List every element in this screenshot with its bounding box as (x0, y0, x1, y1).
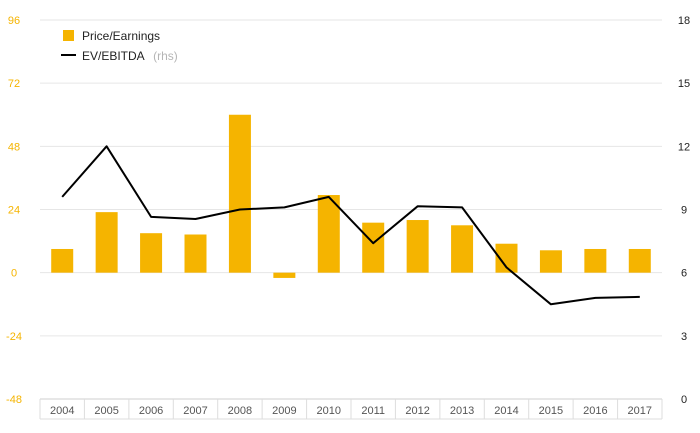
bar-series-price-earnings (51, 114, 651, 278)
right-axis: 18 15 12 9 6 3 0 (678, 15, 690, 406)
line-series-ev-ebitda (61, 145, 640, 306)
right-tick-label: 0 (681, 394, 687, 406)
bar (628, 248, 651, 273)
bar (495, 243, 518, 273)
legend-swatch-bar (63, 30, 74, 41)
x-tick-label: 2005 (94, 405, 118, 417)
bar (228, 114, 251, 273)
bar (273, 272, 296, 278)
x-tick-label: 2017 (628, 405, 652, 417)
right-tick-label: 6 (681, 268, 687, 280)
x-tick-label: 2014 (494, 405, 518, 417)
left-tick-label: 96 (8, 15, 20, 27)
x-tick-label: 2012 (405, 405, 429, 417)
legend-ev-ebitda-suffix: (rhs) (153, 49, 178, 63)
right-tick-label: 15 (678, 78, 690, 90)
left-tick-label: 72 (8, 78, 20, 90)
bar (584, 248, 607, 273)
legend-label-ev-ebitda: EV/EBITDA (rhs) (82, 47, 178, 64)
right-tick-label: 12 (678, 141, 690, 153)
bar (51, 248, 74, 273)
x-tick-label: 2009 (272, 405, 296, 417)
bar (95, 212, 118, 273)
left-tick-label: 0 (11, 268, 17, 280)
left-tick-label: -24 (6, 331, 22, 343)
left-axis: 96 72 48 24 0 -24 -48 (6, 15, 22, 406)
left-tick-label: 24 (8, 205, 20, 217)
ev-ebitda-line (61, 145, 640, 306)
gridlines (40, 19, 662, 337)
x-tick-label: 2004 (50, 405, 74, 417)
legend-ev-ebitda-name: EV/EBITDA (82, 49, 145, 63)
bar (140, 233, 163, 273)
legend-label-price-earnings: Price/Earnings (82, 29, 160, 43)
x-tick-label: 2016 (583, 405, 607, 417)
bar (539, 250, 562, 273)
right-tick-label: 9 (681, 205, 687, 217)
bar (406, 220, 429, 273)
x-tick-label: 2007 (183, 405, 207, 417)
right-tick-label: 18 (678, 15, 690, 27)
bar (451, 225, 474, 273)
bar (317, 195, 340, 273)
left-tick-label: 48 (8, 141, 20, 153)
legend: Price/Earnings EV/EBITDA (rhs) (61, 29, 178, 64)
x-tick-label: 2008 (228, 405, 252, 417)
x-tick-label: 2015 (539, 405, 563, 417)
bar (362, 222, 385, 273)
bar (184, 234, 207, 273)
x-axis: 2004 2005 2006 2007 2008 2009 2010 2011 2012 2013… (39, 398, 663, 420)
right-tick-label: 3 (681, 331, 687, 343)
x-tick-label: 2006 (139, 405, 163, 417)
left-tick-label: -48 (6, 394, 22, 406)
x-tick-label: 2010 (317, 405, 341, 417)
x-tick-label: 2013 (450, 405, 474, 417)
x-tick-label: 2011 (361, 405, 385, 417)
